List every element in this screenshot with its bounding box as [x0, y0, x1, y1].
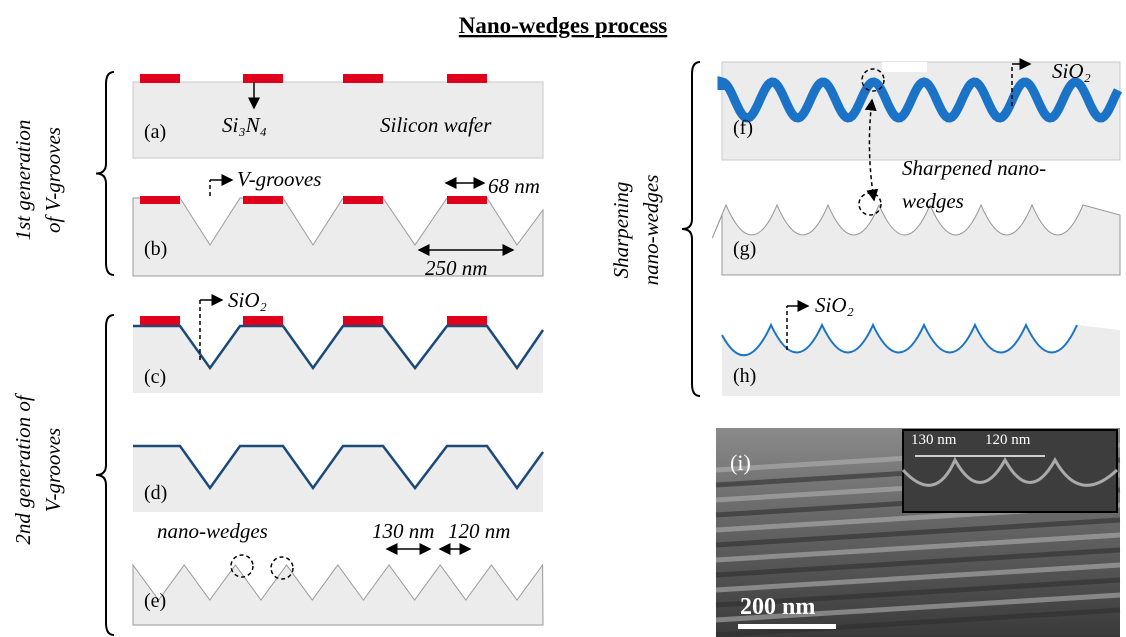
- annotation: 120 nm: [985, 432, 1031, 448]
- brace: [96, 315, 114, 635]
- annotation: SiO₂: [815, 293, 854, 317]
- panel: [133, 446, 543, 512]
- line: V-grooves: [41, 428, 65, 512]
- annotation: Si₃N₄: [222, 113, 267, 137]
- mask: [243, 316, 283, 325]
- panel-label: (a): [144, 121, 166, 143]
- mask: [140, 196, 180, 204]
- gap: [882, 62, 927, 72]
- annotation: Sharpened nano-: [902, 156, 1046, 180]
- mask: [447, 74, 487, 83]
- page: Nano-wedges process 1st generationof V-g…: [0, 0, 1126, 637]
- panel-label: (h): [733, 365, 756, 387]
- line: nano-wedges: [639, 175, 663, 286]
- annotation: 250 nm: [425, 256, 487, 280]
- panel-label: (f): [733, 117, 753, 139]
- brace: [96, 72, 114, 275]
- annotation: 120 nm: [448, 519, 510, 543]
- panel-label: (e): [144, 590, 166, 612]
- annotation: 130 nm: [911, 432, 957, 448]
- mask: [447, 196, 487, 204]
- annotation: 130 nm: [372, 519, 434, 543]
- mask: [140, 74, 180, 83]
- mask: [243, 196, 283, 204]
- panel-label: (d): [144, 482, 167, 504]
- annotation: 68 nm: [488, 174, 540, 198]
- mask: [343, 196, 383, 204]
- panel-label: (g): [733, 238, 756, 260]
- scale-label: 200 nm: [740, 594, 815, 620]
- diagram: Nano-wedges process 1st generationof V-g…: [0, 0, 1126, 637]
- mask: [447, 316, 487, 325]
- annotation: SiO₂: [1052, 59, 1091, 83]
- line: Sharpening: [609, 182, 633, 279]
- annotation: V-grooves: [237, 167, 321, 191]
- mask: [140, 316, 180, 325]
- panel-label: (i): [730, 450, 751, 475]
- panel: [722, 325, 1120, 396]
- panel: [712, 205, 1120, 275]
- annotation: wedges: [902, 189, 964, 213]
- annotation: nano-wedges: [157, 519, 268, 543]
- brace: [682, 62, 700, 396]
- annotation: Silicon wafer: [380, 113, 492, 137]
- annotation: SiO₂: [228, 288, 267, 312]
- panel-label: (c): [144, 366, 166, 388]
- line: 2nd generation of: [11, 392, 35, 544]
- mask: [343, 316, 383, 325]
- highlight: [859, 193, 881, 215]
- line: 1st generation: [11, 120, 35, 241]
- panel: [133, 565, 543, 625]
- title: Nano-wedges process: [459, 13, 668, 38]
- panel: [133, 326, 543, 393]
- panel-label: (b): [144, 238, 167, 260]
- shapes: [96, 62, 1120, 637]
- mask: [243, 74, 283, 83]
- mask: [343, 74, 383, 83]
- scale-bar: [738, 624, 836, 629]
- line: of V-grooves: [41, 127, 65, 233]
